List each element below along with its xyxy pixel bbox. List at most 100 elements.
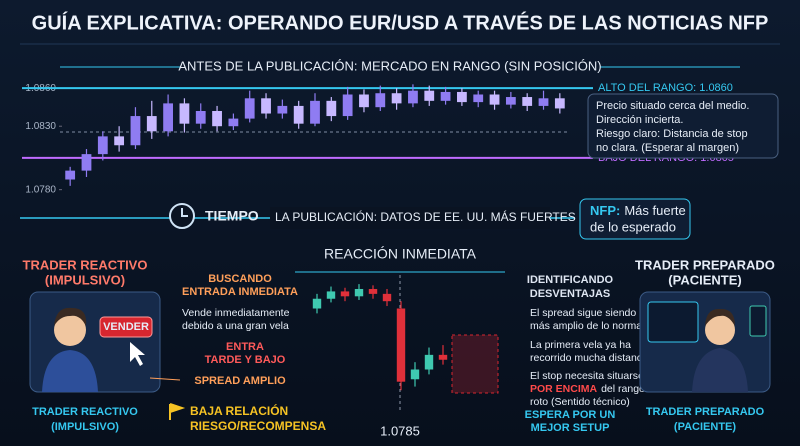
candle-body — [195, 110, 206, 124]
callout: TARDE Y BAJO — [205, 354, 286, 366]
candle-body — [424, 354, 434, 370]
candle-body — [473, 94, 484, 103]
cursor-icon — [130, 342, 145, 366]
candle-body — [312, 298, 322, 309]
nfp-label: NFP: — [590, 203, 620, 218]
candle-body — [410, 369, 420, 380]
candle-body — [97, 136, 108, 155]
reaction-chart — [312, 284, 448, 391]
wait-text: ESPERA POR UN — [525, 409, 616, 421]
clock-hands — [181, 208, 188, 217]
point: roto (Sentido técnico) — [530, 396, 630, 408]
candle-body — [114, 136, 125, 146]
candle-body — [130, 116, 141, 146]
point: El stop necesita situarse — [530, 370, 644, 382]
candle-body — [396, 308, 406, 382]
prepared-title: TRADER PREPARADO — [635, 257, 775, 272]
callout: ENTRADA INMEDIATA — [182, 286, 298, 298]
reactive-title: (IMPULSIVO) — [45, 272, 125, 287]
candle-body — [277, 105, 288, 114]
person-hair — [705, 308, 735, 326]
wait-text: MEJOR SETUP — [531, 422, 610, 434]
candle-body — [163, 103, 173, 132]
candle-body — [326, 100, 337, 117]
candle-body — [368, 288, 378, 294]
point-emphasis: POR ENCIMA — [530, 383, 598, 395]
candle-body — [293, 105, 304, 124]
event-bg — [270, 207, 550, 229]
candle-body — [65, 170, 76, 180]
candle-body — [522, 97, 533, 106]
prepared-title: (PACIENTE) — [668, 272, 741, 287]
callout: Vende inmediatamente — [182, 307, 290, 319]
note-line: Riesgo claro: Distancia de stop — [596, 128, 748, 140]
reactive-title: TRADER REACTIVO — [23, 257, 148, 272]
candle-body — [212, 110, 222, 127]
candle-body — [382, 293, 392, 302]
point: El spread sigue siendo — [530, 307, 636, 319]
candle-body — [359, 94, 369, 108]
prepared-heading: DESVENTAJAS — [530, 288, 610, 300]
title: GUÍA EXPLICATIVA: OPERANDO EUR/USD A TRA… — [32, 11, 769, 34]
section-heading: ANTES DE LA PUBLICACIÓN: MERCADO EN RANG… — [178, 58, 601, 73]
note-line: Dirección incierta. — [596, 114, 683, 126]
point: más amplio de lo normal — [530, 320, 644, 332]
stop-zone — [451, 334, 499, 394]
callout: BUSCANDO — [208, 273, 272, 285]
point: La primera vela ya ha — [530, 339, 631, 351]
point-text: del rango — [601, 383, 645, 395]
person-head — [705, 315, 735, 345]
callout: debido a una gran vela — [182, 320, 289, 332]
prepared-footer: TRADER PREPARADO — [646, 406, 765, 418]
reactive-footer: (IMPULSIVO) — [51, 421, 119, 433]
candle-body — [489, 94, 500, 105]
candle-body — [505, 97, 516, 105]
candle-body — [261, 98, 271, 114]
person-head — [54, 314, 86, 346]
note-box — [587, 93, 779, 159]
person-suit — [692, 348, 748, 392]
phone-icon — [749, 305, 767, 337]
candle-body — [81, 154, 92, 171]
level-label: 1.0785 — [380, 423, 420, 438]
nfp-box — [579, 198, 691, 240]
reactive-footer: TRADER REACTIVO — [32, 406, 138, 418]
nfp-text: NFP: Más fuerte — [590, 203, 686, 218]
sell-button-label: VENDER — [103, 321, 149, 333]
nfp-line: de lo esperado — [590, 219, 676, 234]
candle-body — [554, 98, 565, 109]
callout: ENTRA — [226, 341, 264, 353]
warning: BAJA RELACIÓN — [190, 403, 288, 418]
warning: RIESGO/RECOMPENSA — [190, 419, 326, 433]
candle-body — [179, 103, 190, 124]
person-hair — [54, 307, 87, 326]
candle-body — [244, 98, 255, 119]
range-label: ALTO DEL RANGO: 1.0860 — [598, 82, 733, 94]
timeline-label: TIEMPO — [205, 208, 259, 224]
prepared-footer: (PACIENTE) — [674, 421, 736, 433]
candle-body — [538, 98, 549, 106]
sell-button — [99, 316, 153, 338]
y-tick-label: 1.0830 — [25, 121, 56, 132]
callout: SPREAD AMPLIO — [194, 375, 286, 387]
nfp-line: Más fuerte — [624, 203, 685, 218]
reaction-heading: REACCIÓN INMEDIATA — [324, 246, 477, 262]
candle-body — [354, 288, 364, 297]
point: POR ENCIMA del rango — [530, 383, 645, 395]
candle-body — [440, 91, 451, 101]
y-tick-label: 1.0780 — [25, 184, 56, 195]
candle-body — [438, 354, 448, 360]
candle-body — [326, 291, 336, 299]
candle-body — [391, 93, 402, 104]
note-line: Precio situado cerca del medio. — [596, 100, 749, 112]
monitor-icon — [647, 301, 699, 343]
candle-body — [457, 91, 467, 103]
callout-pointer — [149, 377, 181, 381]
candle-body — [228, 118, 239, 127]
note-line: no clara. (Esperar al margen) — [596, 142, 739, 154]
event-text: LA PUBLICACIÓN: DATOS DE EE. UU. MÁS FUE… — [275, 209, 576, 224]
person-body — [42, 350, 98, 392]
point: recorrido mucha distancia — [530, 352, 650, 364]
